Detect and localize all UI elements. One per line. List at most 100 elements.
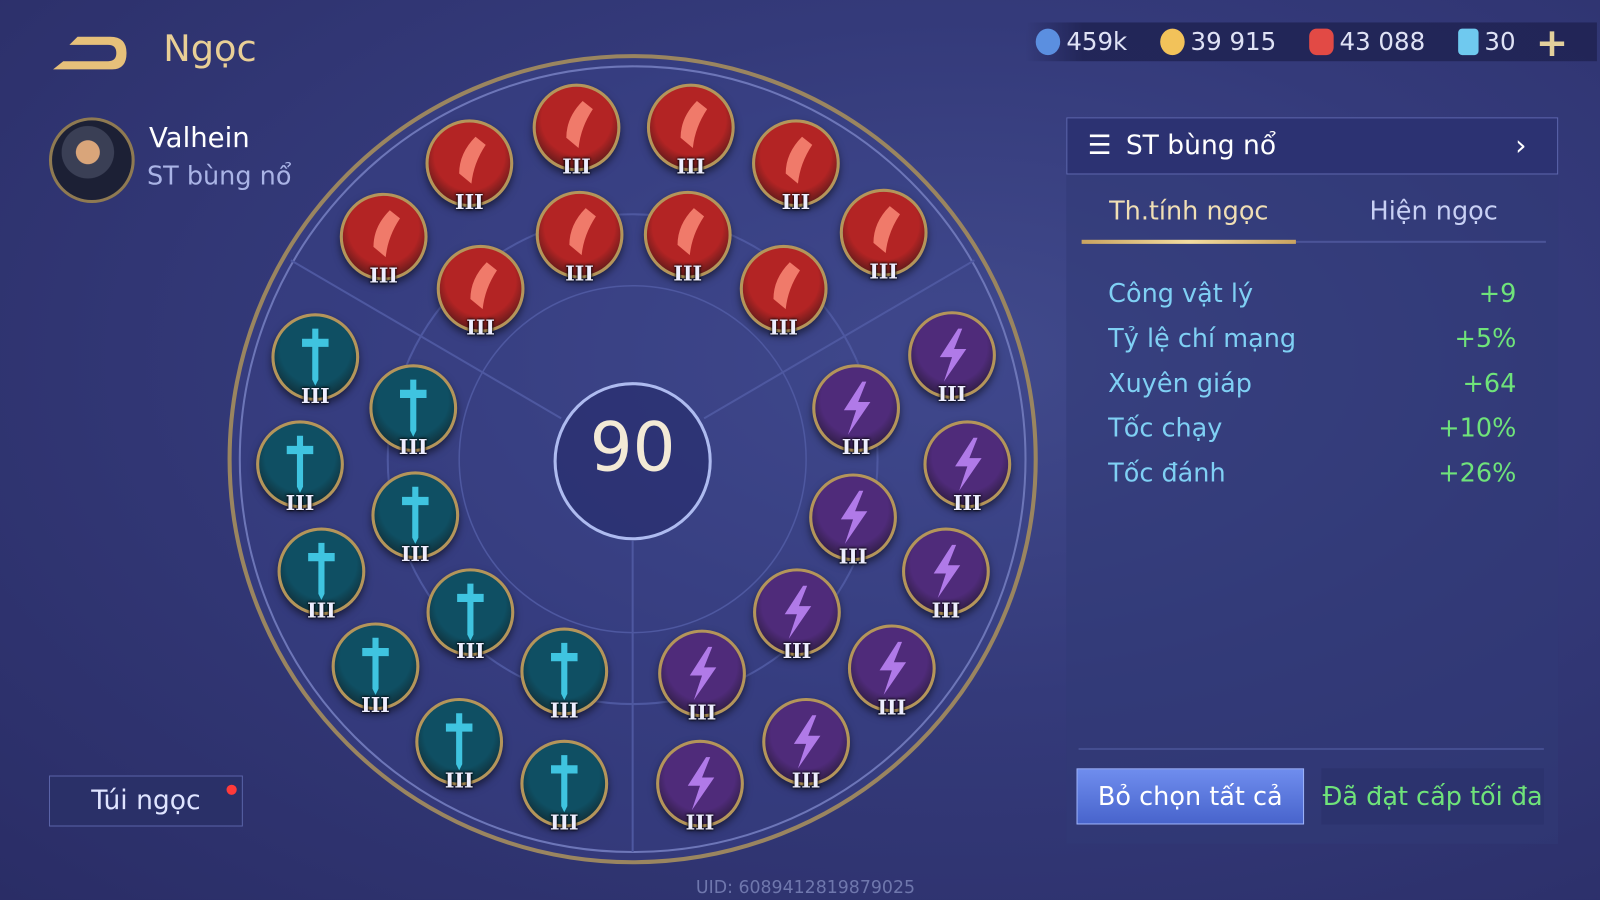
sword-icon — [362, 637, 389, 695]
rune-level: III — [673, 261, 703, 286]
stat-value: +10% — [1438, 413, 1517, 443]
red-rune-slot[interactable]: III — [535, 190, 624, 286]
teal-rune-slot[interactable]: III — [369, 364, 458, 459]
rune-level: III — [769, 315, 798, 340]
rune-bag-button[interactable]: Túi ngọc — [48, 775, 243, 827]
purple-rune-slot[interactable]: III — [812, 364, 900, 459]
stat-value: +9 — [1478, 278, 1517, 309]
notification-dot — [226, 784, 237, 795]
sword-slash-icon — [785, 136, 813, 184]
currency-gold: 39 915 — [1150, 27, 1277, 57]
stat-label: Công vật lý — [1108, 278, 1254, 309]
rune-level: III — [685, 810, 715, 835]
purple-rune-slot[interactable]: III — [923, 420, 1012, 515]
preset-name: ST bùng nổ — [1125, 130, 1277, 162]
currency-value: 459k — [1066, 27, 1128, 57]
currency-blue: 459k — [1026, 27, 1128, 57]
stat-row: Xuyên giáp +64 — [1108, 368, 1516, 398]
tab-rune-stats[interactable]: Th.tính ngọc — [1109, 195, 1269, 226]
user-id: UID: 6089412819879025 — [695, 877, 916, 898]
divider — [1078, 747, 1544, 750]
teal-rune-slot[interactable]: III — [271, 313, 360, 408]
sword-icon — [286, 435, 314, 493]
sword-icon — [551, 642, 578, 700]
rune-level: III — [398, 434, 428, 460]
rune-level: III — [838, 543, 868, 569]
purple-rune-slot[interactable]: III — [658, 629, 746, 724]
rune-level: III — [687, 699, 717, 725]
hero-preset: ST bùng nổ — [146, 161, 292, 191]
rune-level: III — [562, 154, 591, 179]
rune-level: III — [549, 697, 579, 723]
hero-name: Valhein — [148, 122, 250, 155]
rune-level: III — [841, 434, 871, 460]
red-rune-slot[interactable]: III — [425, 119, 514, 214]
deselect-all-button[interactable]: Bỏ chọn tất cả — [1076, 768, 1305, 825]
red-rune-slot[interactable]: III — [643, 190, 732, 286]
teal-rune-slot[interactable]: III — [277, 527, 366, 622]
teal-rune-slot[interactable]: III — [256, 420, 344, 515]
purple-rune-slot[interactable]: III — [656, 739, 744, 835]
purple-rune-slot[interactable]: III — [908, 311, 996, 406]
stat-row: Tốc chạy +10% — [1108, 413, 1516, 443]
stat-row: Công vật lý +9 — [1108, 279, 1516, 309]
sword-slash-icon — [373, 210, 400, 258]
hero-avatar[interactable] — [48, 117, 135, 204]
red-gem-icon — [1308, 28, 1334, 56]
teal-rune-slot[interactable]: III — [331, 622, 420, 717]
lightning-icon — [955, 437, 982, 491]
teal-rune-slot[interactable]: III — [520, 627, 609, 722]
purple-rune-slot[interactable]: III — [847, 624, 936, 719]
red-rune-slot[interactable]: III — [532, 83, 621, 179]
rune-level: III — [931, 597, 961, 623]
rune-level: III — [937, 381, 967, 407]
teal-rune-slot[interactable]: III — [415, 697, 504, 793]
purple-rune-slot[interactable]: III — [753, 568, 841, 663]
list-icon: ☰ — [1087, 130, 1112, 162]
purple-rune-slot[interactable]: III — [902, 527, 990, 622]
back-arrow-icon[interactable] — [49, 31, 131, 74]
sword-icon — [402, 486, 429, 544]
card-icon — [1457, 28, 1479, 56]
rune-level: III — [781, 189, 811, 215]
rune-level: III — [300, 383, 330, 409]
sword-slash-icon — [680, 101, 708, 148]
preset-selector[interactable]: ☰ ST bùng nổ › — [1066, 117, 1559, 175]
stat-value: +26% — [1438, 458, 1517, 488]
currency-card: 30 — [1448, 28, 1516, 56]
teal-rune-slot[interactable]: III — [426, 568, 515, 663]
stat-value: +5% — [1454, 323, 1517, 354]
sword-icon — [302, 328, 329, 386]
stat-label: Tốc chạy — [1108, 413, 1223, 443]
tab-show-runes[interactable]: Hiện ngọc — [1369, 195, 1498, 226]
gold-coin-icon — [1159, 28, 1185, 56]
teal-rune-slot[interactable]: III — [520, 739, 609, 835]
sword-slash-icon — [459, 136, 486, 184]
red-rune-slot[interactable]: III — [436, 244, 525, 340]
lightning-icon — [784, 585, 812, 639]
stat-label: Tỷ lệ chí mạng — [1108, 323, 1297, 354]
purple-rune-slot[interactable]: III — [762, 697, 850, 793]
sword-icon — [457, 583, 484, 641]
red-rune-slot[interactable]: III — [339, 192, 428, 288]
lightning-icon — [939, 328, 967, 382]
rune-level: III — [361, 692, 390, 718]
red-rune-slot[interactable]: III — [646, 83, 735, 179]
red-rune-slot[interactable]: III — [839, 188, 928, 284]
currency-value: 39 915 — [1190, 27, 1277, 57]
red-rune-slot[interactable]: III — [739, 244, 828, 340]
purple-rune-slot[interactable]: III — [809, 473, 897, 568]
teal-rune-slot[interactable]: III — [371, 471, 460, 566]
sword-slash-icon — [677, 208, 705, 256]
lightning-icon — [843, 381, 871, 435]
sword-slash-icon — [773, 262, 800, 310]
sword-slash-icon — [873, 206, 900, 254]
rune-level: III — [869, 259, 898, 284]
rune-level: III — [466, 315, 495, 340]
red-rune-slot[interactable]: III — [752, 119, 840, 214]
sword-slash-icon — [470, 262, 497, 310]
lightning-icon — [933, 544, 961, 598]
rune-level: III — [676, 154, 706, 179]
rune-level: III — [400, 541, 430, 567]
plus-icon[interactable]: + — [1535, 20, 1569, 66]
